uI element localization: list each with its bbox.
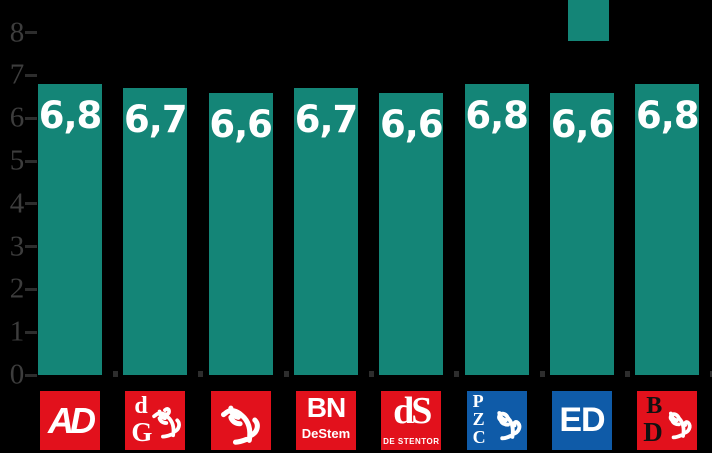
horse-icon	[220, 405, 260, 445]
y-axis-tick-mark	[25, 287, 37, 291]
logo-letter-bottom: G	[131, 417, 153, 447]
y-axis-tick-mark	[25, 116, 37, 120]
logo-letter-top: B	[646, 393, 663, 419]
bar-de Stentor: 6,6	[379, 92, 444, 375]
lion-icon	[669, 411, 692, 440]
y-axis-tick-mark	[25, 31, 37, 35]
y-axis-tick-mark	[25, 373, 37, 377]
bar-de Gelderlander: 6,7	[123, 88, 188, 375]
logo-letter: Z	[472, 409, 485, 429]
x-axis-tick-mark	[113, 371, 118, 377]
x-axis-tick-mark	[368, 371, 374, 377]
logo-text-main: dS	[393, 391, 432, 432]
logo-letter: P	[472, 391, 484, 411]
y-axis-tick-mark	[25, 202, 37, 206]
y-axis-tick-mark	[25, 73, 37, 77]
logo-text: ED	[559, 401, 605, 439]
bar-PZC: 6,8	[464, 83, 529, 375]
x-axis-tick-mark	[198, 371, 204, 377]
y-axis-tick-label: 2	[9, 272, 25, 305]
logo-bn-destem: BN DeStem	[295, 391, 356, 450]
y-axis-tick-label: 6	[9, 101, 25, 134]
y-axis-tick-mark	[25, 330, 37, 334]
logo-text-sub: DeStem	[301, 426, 351, 441]
bar-value-label: 6,6	[550, 102, 615, 146]
x-axis-tick-mark	[283, 371, 289, 377]
bar-ED: 6,6	[549, 92, 615, 375]
bar-Tubantia: 6,6	[208, 92, 273, 375]
y-axis-tick-label: 5	[9, 144, 25, 177]
bar-BN DeStem: 6,7	[293, 88, 359, 375]
bar-Brabants Dagblad: 6,8	[635, 83, 700, 375]
y-axis-tick-label: 0	[9, 358, 25, 391]
logo-text: AD	[48, 399, 96, 441]
lion-icon	[496, 411, 521, 441]
x-axis-tick-mark	[624, 371, 630, 377]
bar-value-label: 6,6	[380, 102, 444, 146]
logo-letter: C	[472, 427, 486, 447]
legend-swatch	[568, 0, 609, 41]
y-axis-tick-label: 8	[9, 16, 25, 49]
y-axis-tick-label: 4	[9, 187, 25, 220]
y-axis-tick-label: 1	[9, 315, 25, 348]
logo-ad: AD	[40, 391, 100, 450]
y-axis-tick-label: 7	[9, 58, 25, 91]
bar-value-label: 6,7	[294, 98, 359, 142]
logo-text-sub: DE STENTOR	[383, 437, 440, 446]
bar-value-label: 6,8	[38, 93, 103, 137]
logo-letter-top: d	[134, 393, 148, 419]
bar-value-label: 6,6	[209, 102, 273, 146]
bar-AD: 6,8	[38, 83, 103, 375]
logo-ed: ED	[551, 391, 612, 450]
bar-value-label: 6,7	[124, 98, 188, 142]
x-axis-tick-mark	[710, 371, 712, 377]
logo-de-stentor: dS DE STENTOR	[381, 391, 442, 450]
x-axis-tick-mark	[539, 371, 545, 377]
y-axis-tick-mark	[25, 245, 37, 249]
y-axis-tick-label: 3	[9, 230, 25, 263]
logo-letter-bottom: D	[643, 417, 663, 447]
logo-text-main: BN	[306, 392, 346, 423]
horse-rider-icon	[152, 407, 182, 439]
x-axis-tick-mark	[454, 371, 460, 377]
logo-tubantia	[210, 391, 271, 450]
y-axis-tick-mark	[25, 159, 37, 163]
bar-value-label: 6,8	[465, 93, 529, 137]
bar-value-label: 6,8	[636, 93, 700, 137]
